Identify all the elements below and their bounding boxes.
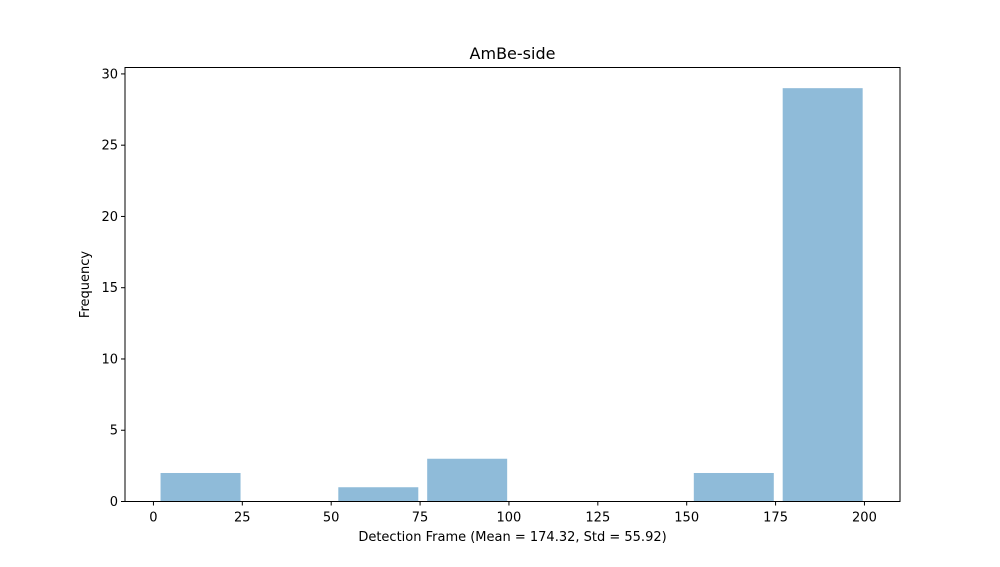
histogram-bar-3 <box>427 458 508 502</box>
y-tick-label: 20 <box>101 210 118 225</box>
y-axis-ticks: 0 5 10 15 20 25 30 <box>101 67 125 510</box>
y-tick-label: 10 <box>101 352 118 367</box>
y-tick-label: 0 <box>110 495 118 510</box>
x-tick-label: 50 <box>323 511 340 526</box>
x-tick-label: 0 <box>149 511 157 526</box>
y-axis-label: Frequency <box>78 251 93 318</box>
x-axis-ticks: 0 25 50 75 100 125 150 175 200 <box>149 501 877 526</box>
histogram-bar-0 <box>160 472 241 502</box>
y-tick-label: 30 <box>101 67 118 82</box>
x-tick-label: 100 <box>497 511 522 526</box>
x-tick-label: 125 <box>585 511 610 526</box>
x-tick-label: 25 <box>234 511 251 526</box>
y-tick-label: 5 <box>110 424 118 439</box>
x-tick-label: 75 <box>412 511 429 526</box>
x-tick-label: 150 <box>674 511 699 526</box>
chart-title: AmBe-side <box>470 44 556 63</box>
x-axis-label: Detection Frame (Mean = 174.32, Std = 55… <box>358 530 666 545</box>
histogram-bar-6 <box>693 472 774 502</box>
bars-group <box>160 88 863 502</box>
x-tick-label: 200 <box>852 511 877 526</box>
y-tick-label: 15 <box>101 281 118 296</box>
plot-frame <box>124 67 901 502</box>
histogram-bar-7 <box>782 88 863 502</box>
histogram-bar-2 <box>338 487 419 502</box>
x-tick-label: 175 <box>763 511 788 526</box>
y-tick-label: 25 <box>101 139 118 154</box>
